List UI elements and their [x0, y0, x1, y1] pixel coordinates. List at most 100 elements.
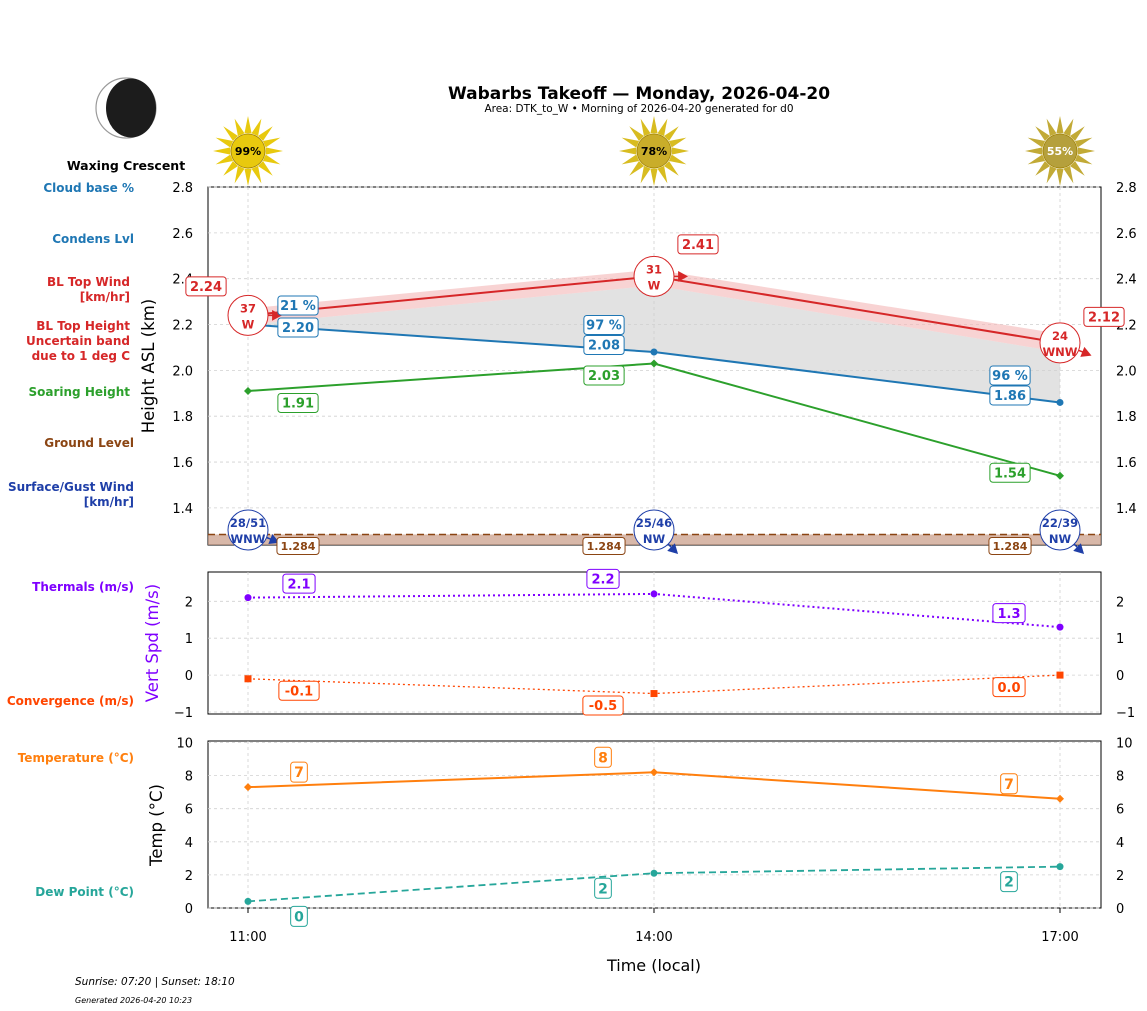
ground-label-box [582, 537, 626, 555]
condens-point [1056, 398, 1064, 406]
surface-wind-arrow-head [1073, 543, 1085, 555]
sun-ray [223, 126, 239, 142]
sun-ray [223, 160, 239, 176]
height-tick-label-left: 1.6 [172, 456, 193, 471]
chart-title: Wabarbs Takeoff — Monday, 2026-04-20 [448, 84, 830, 104]
temperature-label: 8 [598, 750, 608, 766]
sun-ray [1063, 118, 1074, 137]
cloud-pct-label: 21 % [280, 299, 316, 314]
sun-percent-label: 99% [235, 145, 261, 158]
soaring-label: 1.54 [994, 466, 1026, 481]
bl-band-row-note: due to 1 deg C [32, 349, 131, 363]
soaring-label-box [583, 365, 625, 386]
cloud-base-row-label: Cloud base % [43, 181, 134, 195]
convergence-point [1056, 671, 1064, 679]
time-tick-label: 11:00 [229, 930, 266, 945]
dewpoint-label-box [1000, 871, 1018, 893]
sun-ray [251, 165, 262, 184]
vertspeed-tick-label-left: −1 [174, 706, 193, 721]
height-tick-label-right: 1.4 [1116, 502, 1137, 517]
sun-ray [640, 165, 651, 184]
vertspeed-tick-label-right: 2 [1116, 595, 1124, 610]
sun-ray [1046, 118, 1057, 137]
height-tick-label-left: 2.0 [172, 364, 193, 379]
sun-icon: 78% [619, 116, 689, 186]
thermals-label-box [586, 568, 620, 589]
surface-wind-circle [633, 509, 675, 551]
condens-label-box [583, 335, 625, 356]
sun-ray [621, 154, 640, 165]
sun-ray [213, 147, 231, 155]
sun-ray [671, 147, 689, 155]
sun-ray [251, 118, 262, 137]
thermals-label-box [282, 573, 316, 594]
surface-wind-speed: 22/39 [1042, 516, 1078, 530]
dewpoint-row-label: Dew Point (°C) [35, 885, 134, 899]
height-axis-title: Height ASL (km) [139, 299, 158, 434]
condens-label: 1.86 [994, 389, 1026, 404]
sun-ray [668, 154, 687, 165]
sun-ray [244, 116, 252, 134]
soaring-label-box [277, 392, 319, 413]
convergence-label-box [278, 680, 320, 701]
ground-label: 1.284 [281, 540, 316, 553]
time-tick-label: 14:00 [635, 930, 672, 945]
condens-label: 2.08 [588, 339, 620, 354]
height-tick-label-right: 2.6 [1116, 227, 1137, 242]
sun-ray [629, 126, 645, 142]
sun-ray [1025, 147, 1043, 155]
bl-band-row-label: Uncertain band [26, 334, 130, 348]
ground-label-box [276, 537, 320, 555]
convergence-point [650, 690, 658, 698]
vertspeed-tick-label-left: 1 [185, 632, 193, 647]
bl-top-uncertainty-band [248, 269, 1060, 353]
sun-ray [262, 137, 281, 148]
sun-ray [215, 137, 234, 148]
dewpoint-label-box [290, 905, 308, 927]
cloud-pct-label: 96 % [992, 369, 1028, 384]
cloud-pct-label-box [583, 315, 625, 336]
bl-wind-row-unit: [km/hr] [80, 290, 130, 304]
height-tick-label-right: 2.0 [1116, 364, 1137, 379]
height-tick-label-right: 1.8 [1116, 410, 1137, 425]
height-tick-label-left: 2.8 [172, 181, 193, 196]
time-tick-label: 17:00 [1041, 930, 1078, 945]
bl-wind-circle [1039, 322, 1081, 364]
sun-ray [234, 118, 245, 137]
sun-ray [1027, 154, 1046, 165]
dewpoint-label: 0 [294, 909, 304, 925]
vertspeed-panel-frame [207, 571, 1102, 715]
vertspeed-tick-label-right: −1 [1116, 706, 1135, 721]
condens-row-label: Condens Lvl [52, 232, 134, 246]
sun-ray [629, 160, 645, 176]
surface-wind-direction: NW [1049, 532, 1072, 546]
sun-ray [234, 165, 245, 184]
surface-wind-speed: 28/51 [230, 516, 266, 530]
dewpoint-label-box [594, 877, 612, 899]
height-tick-label-left: 2.6 [172, 227, 193, 242]
sun-ray [650, 168, 658, 186]
generated-timestamp: Generated 2026-04-20 10:23 [75, 996, 192, 1005]
convergence-label-box [582, 695, 624, 716]
condens-label-box [277, 317, 319, 338]
convergence-label: -0.1 [285, 684, 313, 699]
sun-ray [650, 116, 658, 134]
surface-wind-row-unit: [km/hr] [84, 495, 134, 509]
thermals-point [1056, 623, 1064, 631]
condens-label-box [989, 385, 1031, 406]
sun-ray [619, 147, 637, 155]
soaring-label: 2.03 [588, 369, 620, 384]
thermals-point [244, 594, 252, 602]
ground-label: 1.284 [587, 540, 622, 553]
vertspeed-tick-label-right: 1 [1116, 632, 1124, 647]
dewpoint-point [1056, 863, 1064, 871]
surface-wind-circle [1039, 509, 1081, 551]
bl-top-label-box [185, 276, 227, 297]
temp-tick-label-left: 4 [185, 836, 193, 851]
thermals-label: 2.2 [591, 573, 614, 588]
cloud-pct-label-box [989, 365, 1031, 386]
thermals-point [650, 590, 658, 598]
ground-label-box [988, 537, 1032, 555]
bl-wind-speed: 24 [1052, 329, 1068, 343]
